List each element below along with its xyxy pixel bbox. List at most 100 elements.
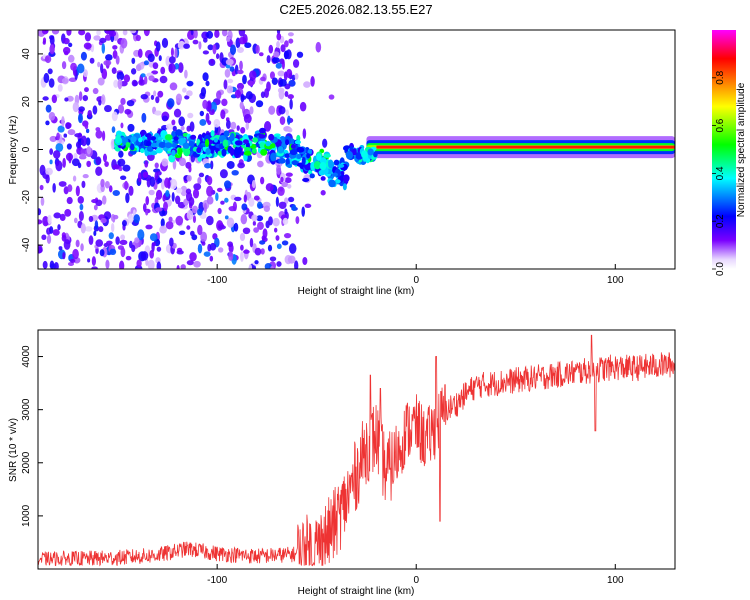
spectrogram-noise-blob <box>294 73 299 80</box>
spectrogram-noise-blob <box>101 94 106 105</box>
spectrogram-noise-blob <box>186 174 192 182</box>
spectrogram-noise-blob <box>188 196 195 207</box>
colorbar-label: Normalized spectral amplitude <box>736 82 747 217</box>
spectrogram-noise-blob <box>93 35 101 41</box>
spectrogram-noise-blob <box>79 203 84 211</box>
spectrogram-noise-blob <box>238 36 247 45</box>
spectrogram-noise-blob <box>242 227 251 235</box>
spectrogram-signal-blob <box>277 146 284 154</box>
spectrogram-noise-blob <box>193 30 198 39</box>
spectrogram-noise-blob <box>79 153 87 158</box>
spectrogram-noise-blob <box>268 44 274 54</box>
spectrogram-carrier-core <box>376 145 675 149</box>
spectrogram-signal-blob <box>331 172 338 177</box>
spectrogram-noise-blob <box>264 88 270 99</box>
colorbar-ticks: 0.0 0.2 0.4 0.6 0.8 <box>712 70 726 276</box>
spectrogram-noise-blob <box>117 104 125 114</box>
spectrogram-noise-blob <box>161 158 169 167</box>
spectrogram-noise-blob <box>197 208 203 216</box>
spectrogram-signal-blob <box>270 152 277 162</box>
spectrogram-noise-blob <box>289 98 293 110</box>
spectrogram-signal-blob <box>294 139 301 145</box>
spectrogram-noise-blob <box>221 98 228 107</box>
spectrogram-noise-blob <box>206 196 214 205</box>
spectrogram-signal-blob <box>306 153 311 159</box>
spectrogram-noise-blob <box>44 30 49 33</box>
spectrogram-noise-blob <box>283 50 289 60</box>
spectrogram-noise-blob <box>251 214 258 222</box>
spectrogram-noise-blob <box>62 157 66 168</box>
spectrogram-noise-blob <box>200 87 207 97</box>
spectrogram-noise-blob <box>140 73 146 78</box>
spectrogram-noise-blob <box>119 260 125 269</box>
spectrogram-noise-blob <box>281 181 289 188</box>
spectrogram-signal-blob <box>188 140 195 147</box>
spectrogram-noise-blob <box>140 251 149 261</box>
spectrogram-noise-blob <box>130 68 137 75</box>
spectrogram-noise-blob <box>282 217 289 225</box>
spectrogram-noise-blob <box>81 135 87 147</box>
spectrogram-signal-blob <box>252 137 259 143</box>
spectrogram-noise-blob <box>67 184 73 193</box>
spectrogram-noise-blob <box>263 205 271 213</box>
spectrogram-signal-blob <box>290 144 296 149</box>
spectrogram-noise-blob <box>173 108 182 118</box>
spectrogram-noise-blob <box>117 78 123 90</box>
spectrogram-noise-blob <box>284 208 288 215</box>
spectrogram-noise-blob <box>53 150 61 159</box>
spectrogram-noise-blob <box>131 79 138 87</box>
spectrogram-signal-blob <box>244 146 251 152</box>
spectrogram-noise-blob <box>80 223 86 234</box>
spectrogram-noise-blob <box>104 34 112 41</box>
spectrogram-noise-blob <box>120 234 125 240</box>
spectrogram-noise-blob <box>63 133 68 138</box>
spectrogram-noise-blob <box>66 30 72 36</box>
spectrogram-noise-blob <box>176 265 180 269</box>
spectrogram-noise-blob <box>276 41 280 49</box>
spectrogram-noise-blob <box>245 122 250 130</box>
spectrogram-noise-blob <box>98 226 104 233</box>
spectrogram-noise-blob <box>57 125 65 133</box>
spectrogram-noise-blob <box>108 232 114 240</box>
spectrogram-noise-blob <box>261 235 266 241</box>
spectrogram-noise-blob <box>206 176 213 186</box>
spectrogram-noise-blob <box>68 77 77 82</box>
spectrogram-noise-blob <box>52 183 56 193</box>
spectrogram-noise-blob <box>178 62 184 74</box>
spectrogram-signal-blob <box>342 183 347 191</box>
spectrogram-noise-blob <box>154 110 162 116</box>
spectrogram-noise-blob <box>174 195 181 205</box>
spectrogram-noise-blob <box>148 189 155 196</box>
spectrogram-noise-blob <box>133 214 140 224</box>
spectrogram-signal-blob <box>258 127 267 134</box>
spectrogram-noise-blob <box>186 225 191 230</box>
spectrogram-noise-blob <box>310 76 315 87</box>
spectrogram-signal-blob <box>229 132 235 142</box>
spectrogram-noise-blob <box>49 148 54 155</box>
spectrogram-noise-blob <box>203 202 207 213</box>
spectrogram-noise-blob <box>170 47 174 57</box>
spectrogram-noise-blob <box>135 34 141 42</box>
spectrogram-signal-blob <box>291 160 299 166</box>
spectrogram-noise-blob <box>226 160 235 169</box>
spectrogram-noise-blob <box>55 142 64 152</box>
spectrogram-noise-blob <box>78 210 84 222</box>
spectrogram-noise-blob <box>275 196 279 207</box>
spectrogram-noise-blob <box>202 99 208 109</box>
spectrogram-noise-blob <box>165 190 170 197</box>
spectrogram-noise-blob <box>51 30 60 35</box>
spectrogram-noise-blob <box>143 30 150 37</box>
spectrogram-noise-blob <box>58 181 67 187</box>
spectrogram-y-tick-label: 40 <box>21 48 32 60</box>
spectrogram-signal-blob <box>342 174 350 183</box>
spectrogram-noise-blob <box>301 206 306 217</box>
spectrogram-signal-blob <box>310 161 315 171</box>
spectrogram-noise-blob <box>49 260 55 269</box>
spectrogram-noise-blob <box>147 259 155 269</box>
spectrogram-noise-blob <box>274 227 278 233</box>
spectrogram-noise-blob <box>61 116 65 127</box>
spectrogram-signal-blob <box>265 140 271 147</box>
spectrogram-noise-blob <box>75 185 80 197</box>
spectrogram-noise-blob <box>206 30 214 39</box>
spectrogram-noise-blob <box>110 138 115 150</box>
